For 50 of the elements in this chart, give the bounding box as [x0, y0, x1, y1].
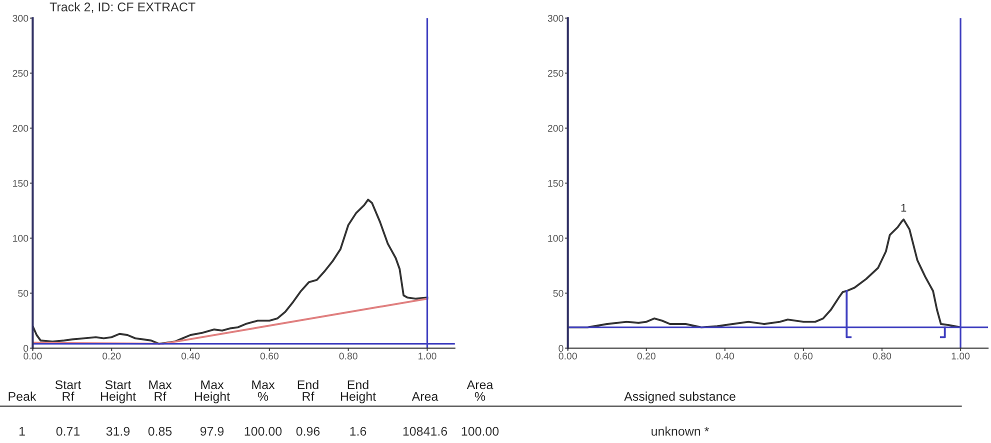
- text: 0.96: [296, 426, 320, 436]
- text: 1.6: [350, 426, 366, 436]
- y-tick-label: 50: [18, 290, 28, 297]
- category-label: End Rf: [298, 380, 318, 401]
- text: 100.00: [462, 426, 499, 436]
- text: 1: [19, 427, 25, 436]
- text: unknown *: [652, 426, 709, 436]
- text: 97.9: [200, 426, 224, 436]
- annotation: 1: [901, 204, 906, 212]
- text: 10841.6: [403, 426, 448, 436]
- category-label: Max %: [252, 380, 275, 401]
- category-label: Assigned substance: [624, 392, 736, 404]
- category-label: Start Height: [100, 380, 136, 404]
- category-label: Peak: [8, 392, 36, 401]
- y-tick-label: 150: [13, 180, 28, 187]
- category-label: Max Height: [194, 380, 230, 404]
- y-tick-label: 200: [548, 124, 564, 132]
- y-tick-label: 200: [12, 124, 28, 132]
- x-tick-label: 0.40: [716, 352, 734, 360]
- x-tick-label: 0.80: [339, 352, 358, 360]
- y-tick-label: 250: [548, 70, 564, 77]
- y-tick-label: 0: [558, 344, 564, 352]
- y-tick-label: 250: [12, 70, 28, 77]
- category-label: Max Rf: [149, 380, 172, 401]
- category-label: Start Rf: [55, 380, 82, 401]
- category-label: Area %: [466, 380, 494, 401]
- category-label: End Height: [340, 380, 376, 404]
- x-tick-label: 0.60: [260, 352, 279, 360]
- x-tick-label: 1.00: [952, 352, 970, 360]
- y-tick-label: 100: [548, 234, 564, 242]
- x-tick-label: 0.40: [181, 352, 200, 360]
- text: 100.00: [244, 426, 282, 436]
- text: 0.85: [148, 426, 172, 436]
- y-tick-label: 150: [548, 180, 564, 187]
- y-tick-label: 100: [13, 234, 28, 242]
- y-tick-label: 0: [24, 344, 28, 352]
- x-tick-label: 0.00: [558, 352, 577, 360]
- y-tick-label: 300: [12, 14, 28, 22]
- x-tick-label: 0.80: [872, 352, 892, 360]
- x-tick-label: 0.00: [24, 352, 42, 360]
- x-tick-label: 0.20: [637, 352, 656, 360]
- category-label: Area: [412, 392, 438, 401]
- x-tick-label: 1.00: [418, 352, 436, 360]
- y-tick-label: 50: [553, 290, 564, 297]
- y-tick-label: 300: [548, 14, 564, 22]
- chart-title: Track 2, ID: CF EXTRACT: [50, 2, 196, 13]
- text: 31.9: [106, 426, 130, 436]
- text: 0.71: [56, 426, 80, 436]
- x-tick-label: 0.20: [102, 352, 121, 360]
- x-tick-label: 0.60: [794, 352, 813, 360]
